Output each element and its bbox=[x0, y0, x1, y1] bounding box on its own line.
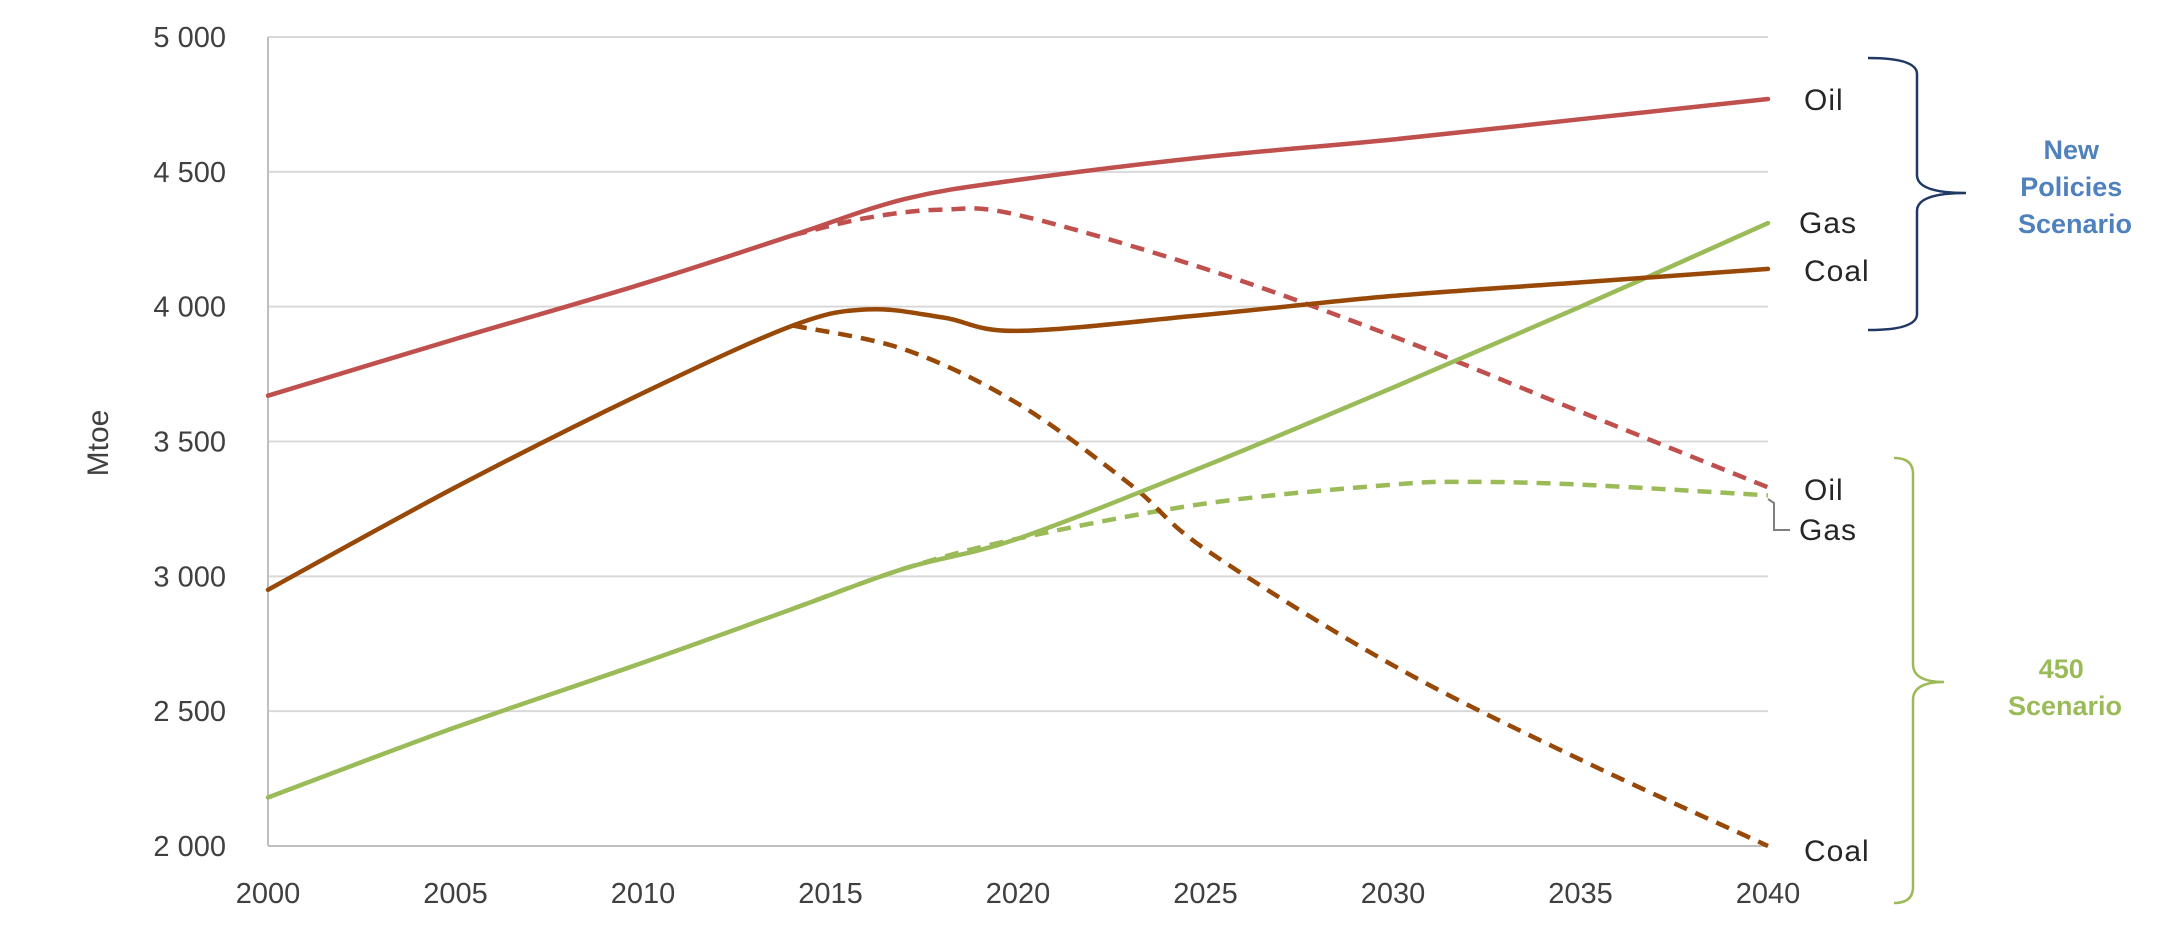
y-tick-label: 2 000 bbox=[153, 831, 226, 863]
y-tick-label: 4 500 bbox=[153, 157, 226, 189]
x-tick-label: 2010 bbox=[611, 878, 676, 910]
scenario-label-450-line-1: 450 bbox=[2039, 654, 2084, 684]
bracket-new-policies bbox=[1867, 56, 1967, 332]
series-lines bbox=[265, 96, 1771, 849]
series-line-nps-coal bbox=[265, 266, 1771, 593]
series-line-450-coal bbox=[792, 323, 1769, 849]
end-label-450-oil: Oil bbox=[1804, 474, 1844, 507]
x-axis-ticks: 2000 2005 2010 2015 2020 2025 2030 2035 2040 bbox=[236, 878, 1801, 910]
x-tick-label: 2005 bbox=[423, 878, 488, 910]
x-tick-label: 2015 bbox=[798, 878, 863, 910]
end-label-nps-coal: Coal bbox=[1804, 255, 1870, 288]
x-tick-label: 2040 bbox=[1736, 878, 1801, 910]
end-label-nps-oil: Oil bbox=[1804, 84, 1844, 117]
y-tick-label: 3 500 bbox=[153, 427, 226, 459]
x-tick-label: 2000 bbox=[236, 878, 301, 910]
series-line-nps-oil bbox=[265, 96, 1771, 398]
y-tick-label: 2 500 bbox=[153, 696, 226, 728]
scenario-label-450: 450 Scenario bbox=[2008, 654, 2122, 721]
end-label-450-gas: Gas bbox=[1799, 514, 1857, 547]
y-tick-label: 3 000 bbox=[153, 561, 226, 593]
x-tick-label: 2035 bbox=[1548, 878, 1613, 910]
series-line-450-gas bbox=[792, 479, 1769, 611]
series-line-nps-gas bbox=[265, 220, 1771, 800]
grid-lines bbox=[267, 36, 1768, 847]
scenario-label-nps-line-2: Policies bbox=[2020, 172, 2122, 202]
y-axis-ticks: 2 000 2 500 3 000 3 500 4 000 4 500 5 000 bbox=[153, 22, 226, 863]
gas-450-leader-line bbox=[1767, 498, 1790, 531]
bracket-450 bbox=[1893, 456, 1945, 905]
x-tick-label: 2025 bbox=[1173, 878, 1238, 910]
scenario-label-nps-line-3: Scenario bbox=[2018, 209, 2132, 239]
x-tick-label: 2020 bbox=[986, 878, 1051, 910]
y-tick-label: 5 000 bbox=[153, 22, 226, 54]
series-line-450-oil bbox=[792, 206, 1769, 490]
y-tick-label: 4 000 bbox=[153, 292, 226, 324]
end-label-450-coal: Coal bbox=[1804, 835, 1870, 868]
scenario-label-new-policies: New Policies Scenario bbox=[2018, 135, 2132, 239]
scenario-label-nps-line-1: New bbox=[2043, 135, 2100, 165]
scenario-label-450-line-2: Scenario bbox=[2008, 691, 2122, 721]
y-axis-label: Mtoe bbox=[82, 410, 115, 477]
x-tick-label: 2030 bbox=[1361, 878, 1426, 910]
end-label-nps-gas: Gas bbox=[1799, 207, 1857, 240]
